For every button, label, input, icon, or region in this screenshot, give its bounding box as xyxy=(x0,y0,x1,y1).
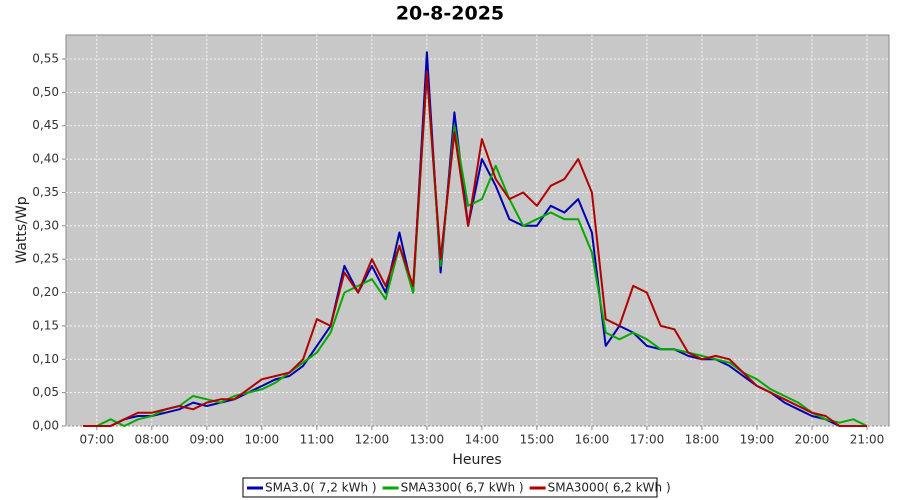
y-tick-label: 0,30 xyxy=(32,218,59,232)
x-tick-label: 10:00 xyxy=(245,433,280,447)
x-tick-label: 07:00 xyxy=(80,433,115,447)
x-axis-label: Heures xyxy=(452,452,501,468)
series-line xyxy=(83,71,867,427)
y-tick-label: 0,15 xyxy=(32,318,59,332)
y-tick-label: 0,35 xyxy=(32,185,59,199)
y-tick-label: 0,05 xyxy=(32,385,59,399)
chart-title: 20-8-2025 xyxy=(396,3,504,25)
legend-label: SMA3.0( 7,2 kWh ) xyxy=(265,481,377,495)
x-tick-label: 15:00 xyxy=(520,433,555,447)
legend-box xyxy=(242,477,658,498)
legend-label: SMA3300( 6,7 kWh ) xyxy=(401,481,524,495)
legend-label: SMA3000( 6,2 kWh ) xyxy=(548,481,671,495)
y-tick-label: 0,50 xyxy=(32,85,59,99)
series-line xyxy=(83,51,867,427)
x-tick-label: 13:00 xyxy=(410,433,445,447)
y-tick-label: 0,55 xyxy=(32,52,59,66)
x-tick-label: 08:00 xyxy=(135,433,170,447)
x-tick-label: 18:00 xyxy=(685,433,720,447)
x-tick-label: 14:00 xyxy=(465,433,500,447)
x-tick-label: 12:00 xyxy=(355,433,390,447)
x-tick-label: 09:00 xyxy=(190,433,225,447)
y-tick-label: 0,20 xyxy=(32,285,59,299)
y-axis-label: Watts/Wp xyxy=(14,196,30,263)
x-tick-label: 20:00 xyxy=(795,433,830,447)
x-tick-label: 11:00 xyxy=(300,433,335,447)
plot-area xyxy=(65,34,890,427)
y-tick-label: 0,00 xyxy=(32,419,59,433)
x-tick-label: 16:00 xyxy=(575,433,610,447)
y-tick-label: 0,25 xyxy=(32,252,59,266)
x-tick-label: 19:00 xyxy=(740,433,775,447)
y-tick-label: 0,40 xyxy=(32,152,59,166)
y-tick-label: 0,10 xyxy=(32,352,59,366)
y-tick-label: 0,45 xyxy=(32,118,59,132)
x-tick-label: 21:00 xyxy=(850,433,885,447)
x-tick-label: 17:00 xyxy=(630,433,665,447)
